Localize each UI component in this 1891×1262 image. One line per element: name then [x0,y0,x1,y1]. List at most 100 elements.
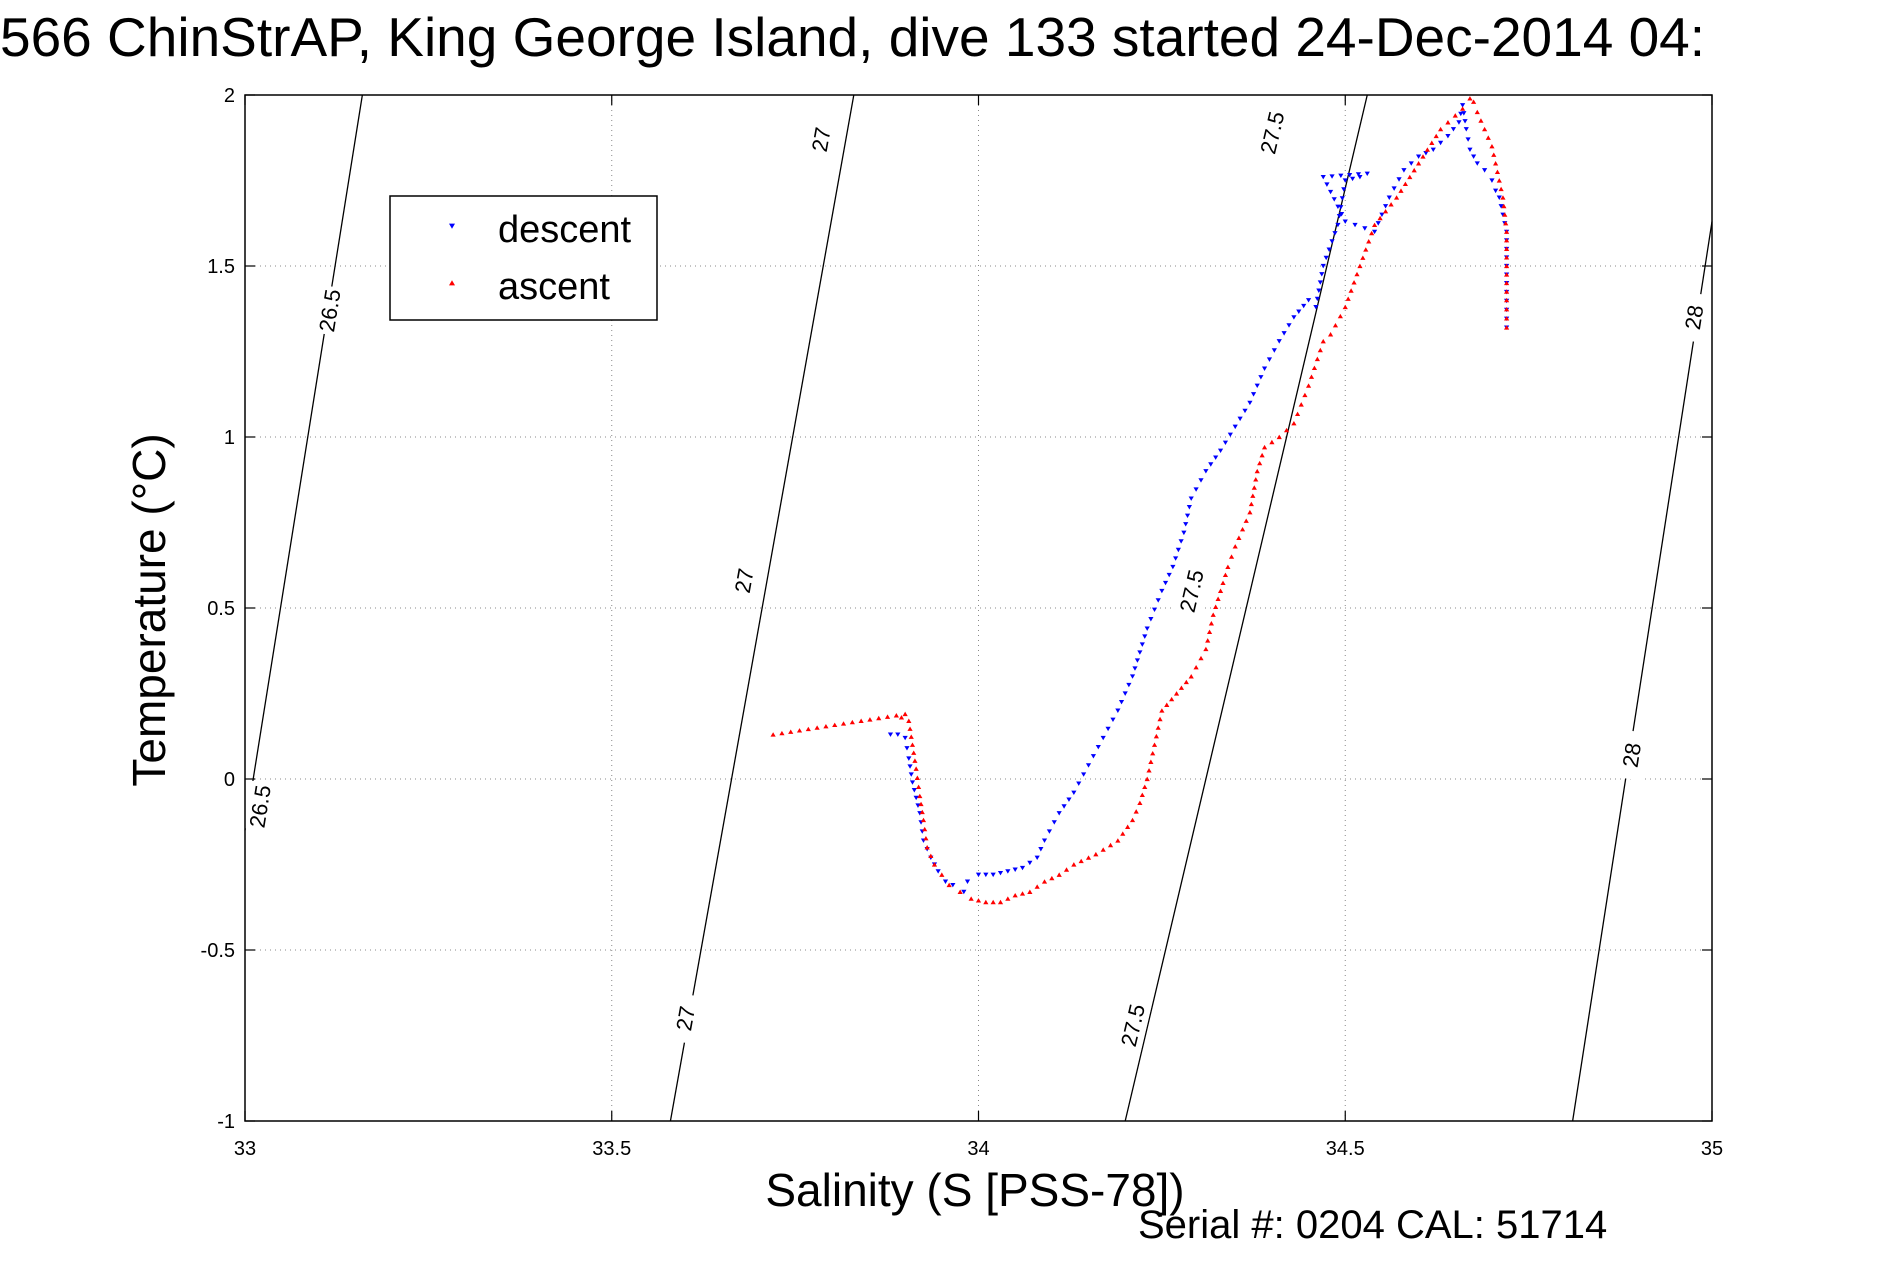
descent-point [1175,547,1181,553]
descent-point [1110,717,1116,723]
descent-point [1258,375,1264,380]
descent-point [1301,303,1307,309]
ascent-point [1093,851,1099,857]
ascent-series [770,96,1510,905]
descent-point [1401,168,1407,173]
descent-point [1227,432,1233,438]
y-tick-label: -1 [217,1111,235,1133]
ascent-point [1494,169,1501,175]
ascent-point [858,718,864,723]
contour-label-bg [242,780,278,833]
ascent-point [832,722,838,728]
descent-point [1445,133,1451,139]
descent-point [1438,140,1444,146]
descent-point [1456,120,1462,125]
descent-point [935,869,941,874]
descent-point [1222,440,1229,446]
ascent-point [849,719,855,725]
descent-point [1463,127,1469,132]
ascent-point [1317,347,1323,353]
ascent-point [796,728,803,733]
descent-point [1208,462,1214,467]
descent-point [1320,175,1326,180]
descent-point [1193,487,1199,492]
ascent-point [902,711,908,717]
ascent-point [1429,140,1435,145]
axis-ticks: 33 33.5 34 34.5 35 -1 -0.5 0 0.5 1 1.5 2 [201,85,1724,1160]
ascent-point [931,862,938,867]
ascent-point [1489,143,1495,149]
descent-point [1137,650,1143,655]
ascent-point [1501,203,1507,209]
ascent-point [1291,420,1297,426]
descent-point [1151,607,1158,613]
ascent-point [917,793,923,799]
ascent-point [1504,255,1510,260]
descent-point [1155,598,1161,603]
ascent-point [1232,544,1238,549]
descent-point [1183,522,1189,527]
ascent-point [1452,113,1458,118]
ascent-point [1206,629,1213,635]
ascent-point [1369,230,1375,236]
ascent-point [1142,784,1148,790]
ascent-point [1420,154,1426,159]
descent-point [1217,448,1224,454]
descent-point [1355,172,1362,177]
ascent-point [893,713,899,718]
ascent-point [1085,855,1092,860]
contour-label-bg [725,554,762,607]
ascent-point [1337,313,1343,319]
contour-label-bg [1113,998,1152,1052]
ascent-point [983,899,989,905]
descent-point [1090,754,1097,759]
ascent-point [1348,288,1354,293]
ascent-point [1407,174,1413,180]
descent-point [1342,219,1348,224]
ascent-point [1178,685,1185,690]
contour-label: 27 [807,125,836,154]
descent-point [1474,161,1480,166]
isopycnal-line [1124,94,1368,1122]
ascent-point [1225,564,1231,570]
isopycnal-line [669,94,855,1122]
descent-point [990,872,996,878]
contour-label: 27.5 [1175,567,1209,614]
ascent-point [924,845,930,850]
y-tick-label: -0.5 [201,940,235,962]
descent-point [1313,304,1319,310]
ascent-point [912,758,918,763]
descent-point [1316,288,1322,293]
ascent-point [1504,297,1510,303]
descent-point [1317,280,1323,285]
descent-point [913,795,919,801]
contour-label-bg [311,284,347,337]
ascent-point [1445,120,1451,125]
ascent-point [1393,195,1400,200]
descent-point [1051,820,1057,825]
isopycnal-line [244,94,364,831]
ascent-point [1049,875,1055,881]
ascent-point [1133,809,1139,814]
legend-box [389,195,658,321]
descent-point [887,732,894,737]
ascent-point [1298,402,1304,407]
ascent-point [1173,691,1180,696]
ascent-point [1504,306,1510,312]
descent-point [1342,178,1348,183]
ascent-point [1208,621,1214,626]
ascent-point [805,726,811,732]
contour-label: 28 [1618,741,1646,769]
descent-point [1408,161,1414,166]
legend-marker-descent [449,223,455,229]
ascent-point [997,899,1004,905]
serial-cal-footer: Serial #: 0204 CAL: 51714 [1138,1203,1608,1247]
chart-title: 566 ChinStrAP, King George Island, dive … [0,6,1706,68]
descent-point [1242,408,1248,414]
ascent-point [1314,356,1320,362]
descent-point [1339,196,1345,201]
ascent-point [920,817,927,823]
ascent-point [1193,664,1199,670]
ascent-point [1164,702,1170,707]
ascent-point [1148,759,1154,764]
